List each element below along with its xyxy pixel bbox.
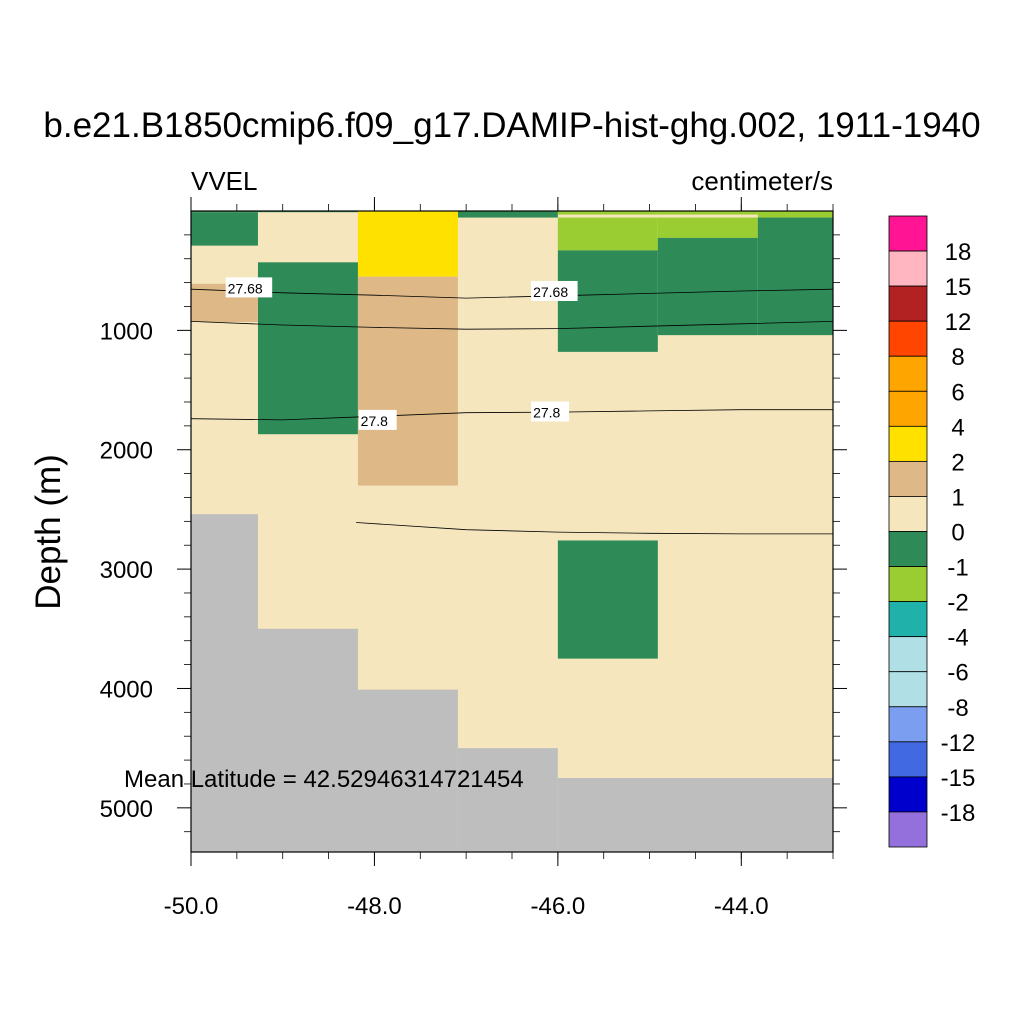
colorbar-swatch-12 <box>888 636 928 673</box>
heatmap-cell-21 <box>457 748 558 852</box>
heatmap-cell-12 <box>657 237 758 336</box>
heatmap-cell-10 <box>657 217 758 238</box>
unit-label: centimeter/s <box>691 166 833 196</box>
contour-label-text: 27.8 <box>533 405 560 421</box>
colorbar-label: 0 <box>951 520 964 547</box>
x-tick-label: -48.0 <box>347 893 402 920</box>
heatmap-cells <box>191 211 833 852</box>
colorbar-swatch-5 <box>888 390 928 427</box>
colorbar-label: 4 <box>951 414 964 441</box>
heatmap-cell-15 <box>357 276 458 486</box>
axes: -50.0 -48.0 -46.0 -44.0 1000 2000 3000 4000 5000 <box>100 197 847 920</box>
colorbar-label: -8 <box>947 695 968 722</box>
contour-label-2: 27.8 <box>358 409 397 430</box>
heatmap-cell-8 <box>357 211 458 277</box>
colorbar-label: 15 <box>945 274 972 301</box>
heatmap-cell-13 <box>557 250 658 352</box>
contour-label-box <box>531 401 570 422</box>
heatmap-cell-4 <box>557 211 658 215</box>
contour-line-0 <box>190 288 834 299</box>
contour-line-2 <box>190 409 833 421</box>
colorbar-label: -15 <box>941 765 976 792</box>
colorbar-label: -1 <box>947 555 968 582</box>
mean-latitude-annotation: Mean Latitude = 42.52946314721454 <box>124 766 524 793</box>
colorbar-swatch-15 <box>888 741 928 778</box>
contour-lines <box>190 288 834 535</box>
contour-label-box <box>531 280 578 301</box>
heatmap-cell-20 <box>357 689 458 852</box>
colorbar-label: 8 <box>951 344 964 371</box>
variable-label: VVEL <box>191 166 258 196</box>
contour-label-3: 27.8 <box>531 401 570 422</box>
colorbar-swatch-13 <box>888 671 928 708</box>
y-axis-label: Depth (m) <box>29 454 68 610</box>
colorbar-label: 6 <box>951 379 964 406</box>
heatmap-cell-7 <box>191 212 258 246</box>
x-tick-label: -46.0 <box>531 893 586 920</box>
contour-label-text: 27.8 <box>361 413 388 429</box>
colorbar-label: -18 <box>941 800 976 827</box>
y-tick-label: 3000 <box>100 557 153 584</box>
chart-title: b.e21.B1850cmip6.f09_g17.DAMIP-hist-ghg.… <box>43 106 981 145</box>
colorbar-swatch-11 <box>888 601 928 638</box>
colorbar-swatch-10 <box>888 566 928 603</box>
colorbar-swatch-9 <box>888 531 928 567</box>
contour-line-1 <box>190 321 834 330</box>
contour-label-0: 27.68 <box>225 277 273 298</box>
colorbar-swatch-14 <box>888 706 928 743</box>
colorbar-swatch-8 <box>888 496 928 532</box>
y-tick-label: 1000 <box>100 318 153 345</box>
heatmap-cell-18 <box>191 514 258 852</box>
colorbar: 18 15 12 8 6 4 2 1 0 -1 -2 -4 -6 -8 -12 -15 -18 <box>888 215 976 848</box>
colorbar-swatch-0 <box>888 215 928 252</box>
heatmap-cell-22 <box>557 777 833 852</box>
x-tick-label: -44.0 <box>714 893 769 920</box>
contour-label-1: 27.68 <box>531 280 578 301</box>
colorbar-label: -12 <box>941 730 976 757</box>
colorbar-swatch-16 <box>888 776 928 813</box>
heatmap-cell-6 <box>757 211 833 218</box>
y-tick-label: 4000 <box>100 676 153 703</box>
colorbar-swatch-7 <box>888 460 928 497</box>
colorbar-label: 18 <box>945 239 972 266</box>
contour-label-text: 27.68 <box>533 284 568 300</box>
colorbar-label: -4 <box>947 625 968 652</box>
heatmap-cell-3 <box>457 211 558 218</box>
heatmap-cell-19 <box>257 628 358 852</box>
heatmap-cell-17 <box>557 540 658 659</box>
contour-line-3 <box>356 522 833 535</box>
colorbar-label: 12 <box>945 309 972 336</box>
colorbar-label: -2 <box>947 590 968 617</box>
y-tick-label: 5000 <box>100 796 153 823</box>
contour-label-box <box>225 277 273 298</box>
colorbar-label: 1 <box>951 484 964 511</box>
colorbar-label: 2 <box>951 449 964 476</box>
colorbar-swatch-1 <box>888 250 928 287</box>
colorbar-swatch-3 <box>888 320 928 357</box>
colorbar-swatch-2 <box>888 285 928 322</box>
heatmap-cell-14 <box>257 262 358 435</box>
colorbar-swatch-17 <box>888 811 928 848</box>
y-tick-label: 2000 <box>100 438 153 465</box>
heatmap-cell-9 <box>557 217 658 251</box>
x-tick-label: -50.0 <box>164 893 219 920</box>
contour-label-text: 27.68 <box>228 280 263 296</box>
heatmap-cell-5 <box>657 211 758 215</box>
contour-labels: 27.68 27.68 27.8 27.8 <box>225 277 578 430</box>
colorbar-swatch-4 <box>888 355 928 392</box>
contour-label-box <box>358 409 397 430</box>
heatmap-cell-11 <box>757 217 833 336</box>
colorbar-swatch-6 <box>888 425 928 462</box>
colorbar-label: -6 <box>947 660 968 687</box>
